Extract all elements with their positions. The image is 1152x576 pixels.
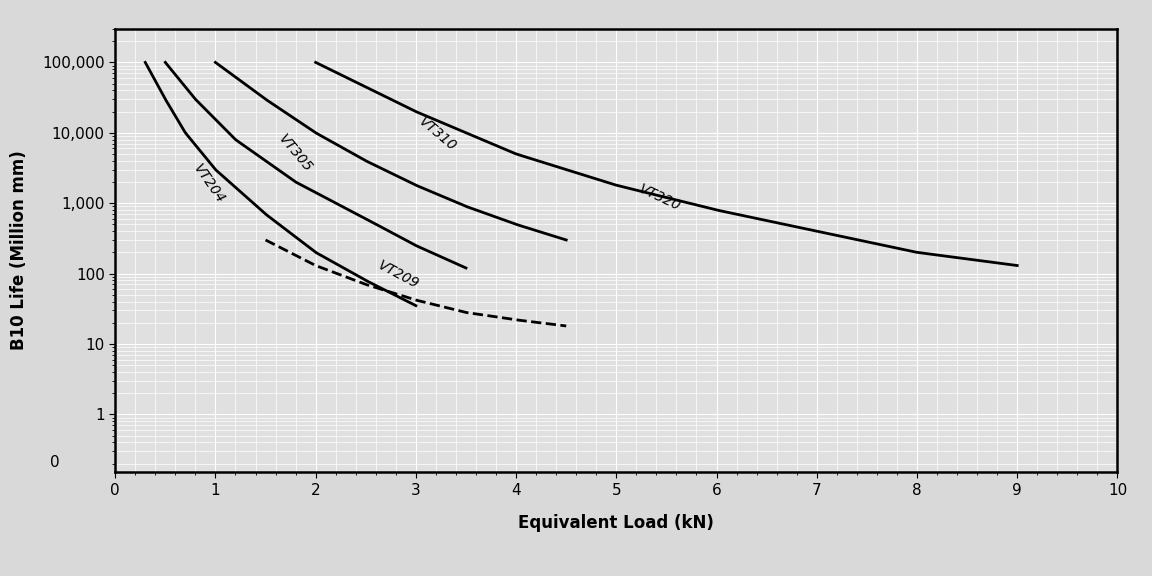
Y-axis label: B10 Life (Million mm): B10 Life (Million mm): [10, 151, 29, 350]
Text: VT204: VT204: [190, 162, 227, 206]
Text: VT320: VT320: [636, 183, 683, 214]
Text: VT209: VT209: [376, 259, 422, 292]
Text: 0: 0: [51, 455, 60, 470]
Text: VT310: VT310: [416, 115, 458, 154]
X-axis label: Equivalent Load (kN): Equivalent Load (kN): [518, 514, 714, 532]
Text: VT305: VT305: [275, 132, 314, 175]
